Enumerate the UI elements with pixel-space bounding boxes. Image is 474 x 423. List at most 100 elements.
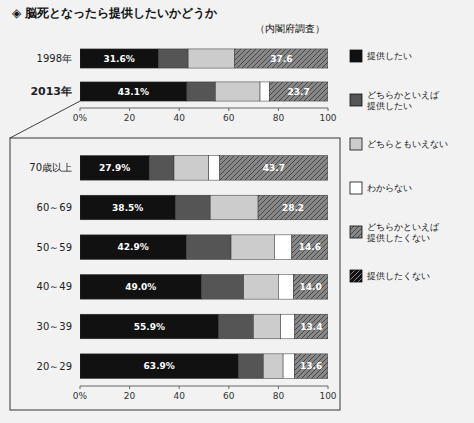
bars bbox=[80, 156, 328, 379]
category-label: 30～39 bbox=[37, 321, 72, 332]
x-tick bbox=[179, 108, 180, 111]
bar-segment bbox=[186, 235, 231, 260]
bar-segment bbox=[274, 235, 291, 260]
bar-segment bbox=[328, 82, 329, 101]
x-tick-label: 0% bbox=[73, 113, 88, 123]
bar-segment bbox=[80, 235, 186, 260]
data-label: 13.6 bbox=[300, 361, 322, 371]
legend-label: 提供したくない bbox=[367, 271, 430, 281]
legend-swatch bbox=[350, 226, 362, 238]
bar-segment bbox=[80, 195, 175, 220]
x-tick bbox=[328, 386, 329, 389]
bar-segment bbox=[328, 275, 329, 300]
data-label: 13.4 bbox=[300, 322, 322, 332]
bar-segment bbox=[80, 275, 202, 300]
x-tick bbox=[328, 108, 329, 111]
legend-swatch bbox=[350, 270, 362, 282]
bar-segment bbox=[219, 314, 254, 339]
x-tick-label: 80 bbox=[273, 391, 285, 401]
data-label: 14.6 bbox=[299, 242, 321, 252]
background bbox=[0, 0, 474, 423]
x-tick bbox=[228, 108, 229, 111]
x-tick-label: 0% bbox=[73, 391, 88, 401]
bar-segment bbox=[210, 195, 258, 220]
x-tick bbox=[129, 108, 130, 111]
bar-segment bbox=[235, 49, 328, 68]
data-label: 14.0 bbox=[300, 282, 322, 292]
x-tick-label: 20 bbox=[124, 391, 136, 401]
bar-segment bbox=[202, 275, 244, 300]
bar-segment bbox=[294, 354, 328, 379]
x-axis bbox=[80, 108, 328, 109]
bar-segment bbox=[80, 314, 219, 339]
bar-segment bbox=[328, 156, 329, 181]
x-tick bbox=[278, 108, 279, 111]
legend-swatch bbox=[350, 94, 362, 106]
bar-segment bbox=[244, 275, 279, 300]
bar-segment bbox=[149, 156, 174, 181]
data-labels: 27.9%43.738.5%28.242.9%14.649.0%14.055.9… bbox=[99, 163, 323, 371]
bar-segment bbox=[174, 156, 209, 181]
bar-segment bbox=[281, 314, 295, 339]
bar-segment bbox=[215, 82, 260, 101]
category-label: 70歳以上 bbox=[29, 162, 72, 173]
x-tick-label: 100 bbox=[319, 113, 336, 123]
legend-label: 提供したい bbox=[367, 51, 412, 61]
bar-segment bbox=[278, 275, 293, 300]
legend-swatch bbox=[350, 138, 362, 150]
x-tick-label: 40 bbox=[173, 391, 185, 401]
x-tick bbox=[80, 386, 81, 389]
bar-segment bbox=[295, 314, 328, 339]
bar-segment bbox=[209, 156, 220, 181]
legend-swatch bbox=[350, 182, 362, 194]
category-label: 2013年 bbox=[30, 85, 72, 98]
legend: 提供したいどちらかといえば提供したいどちらともいえないわからないどちらかといえば… bbox=[350, 50, 448, 282]
bar-segment bbox=[260, 82, 269, 101]
plot: 27.9%43.738.5%28.242.9%14.649.0%14.055.9… bbox=[29, 156, 337, 401]
x-tick bbox=[80, 108, 81, 111]
bar-segment bbox=[175, 195, 210, 220]
bar-segment bbox=[293, 275, 328, 300]
bar-segment bbox=[263, 354, 283, 379]
bar-segment bbox=[328, 195, 329, 220]
x-tick-label: 100 bbox=[319, 391, 336, 401]
x-tick bbox=[179, 386, 180, 389]
chart-root: ◈ 脳死となったら提供したいかどうか（内閣府調査）31.6%37.643.1%2… bbox=[0, 0, 474, 423]
subtitle: （内閣府調査） bbox=[255, 23, 325, 34]
data-label: 49.0% bbox=[125, 282, 156, 292]
plot: 31.6%37.643.1%23.71998年2013年0%2040608010… bbox=[30, 49, 336, 123]
x-axis bbox=[80, 386, 328, 387]
legend-label: どちらかといえば提供したい bbox=[367, 90, 440, 111]
legend-label: どちらともいえない bbox=[367, 139, 448, 149]
bar-segment bbox=[238, 354, 263, 379]
x-tick-label: 80 bbox=[273, 113, 285, 123]
connector bbox=[10, 101, 80, 138]
bar-segment bbox=[258, 195, 328, 220]
data-labels: 31.6%37.643.1%23.7 bbox=[104, 54, 310, 97]
bar-segment bbox=[80, 82, 187, 101]
bar-segment bbox=[80, 156, 149, 181]
data-label: 38.5% bbox=[112, 203, 143, 213]
x-tick bbox=[278, 386, 279, 389]
category-label: 20～29 bbox=[37, 361, 72, 372]
data-label: 27.9% bbox=[99, 163, 130, 173]
bar-segment bbox=[328, 235, 329, 260]
x-tick bbox=[228, 386, 229, 389]
x-tick bbox=[129, 386, 130, 389]
data-label: 23.7 bbox=[288, 87, 310, 97]
data-label: 43.1% bbox=[118, 87, 149, 97]
data-label: 43.7 bbox=[263, 163, 285, 173]
bar-segment bbox=[253, 314, 280, 339]
category-label: 60～69 bbox=[37, 202, 72, 213]
data-label: 31.6% bbox=[104, 54, 135, 64]
bar-segment bbox=[231, 235, 274, 260]
bar-segment bbox=[328, 354, 329, 379]
bar-segment bbox=[328, 314, 329, 339]
bar-segment bbox=[80, 354, 238, 379]
data-label: 28.2 bbox=[282, 203, 304, 213]
detail-box bbox=[10, 138, 340, 410]
bar-segment bbox=[80, 49, 158, 68]
title: ◈ 脳死となったら提供したいかどうか bbox=[12, 6, 218, 20]
x-tick-label: 40 bbox=[173, 113, 185, 123]
category-label: 1998年 bbox=[37, 53, 72, 64]
